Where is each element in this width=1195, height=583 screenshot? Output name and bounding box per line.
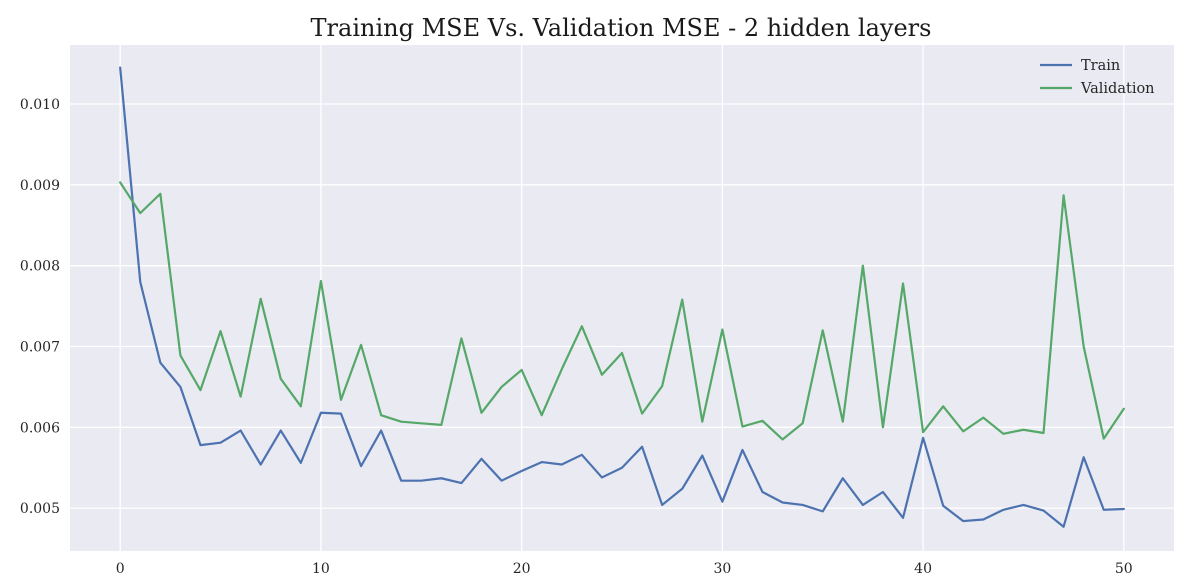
x-tick-label: 30 (713, 561, 731, 577)
x-tick-label: 0 (116, 561, 125, 577)
series-line-validation (119, 181, 1125, 441)
y-tick-label: 0.006 (20, 420, 60, 436)
y-tick-label: 0.005 (20, 501, 60, 517)
x-tick-label: 40 (914, 561, 932, 577)
legend-label-validation: Validation (1080, 81, 1155, 97)
x-tick-label: 20 (513, 561, 531, 577)
x-tick-label: 10 (312, 561, 330, 577)
y-tick-label: 0.009 (20, 178, 60, 194)
axis-ticks: 0 10 20 30 40 50 0.005 0.006 0.007 0.008 0.009 0.01… (20, 97, 1133, 577)
y-tick-label: 0.007 (20, 339, 60, 355)
chart-title: Training MSE Vs. Validation MSE - 2 hidd… (311, 14, 932, 42)
y-tick-label: 0.010 (20, 97, 60, 113)
legend-label-train: Train (1081, 58, 1120, 74)
plot-area (70, 45, 1174, 551)
grid (70, 45, 1174, 551)
legend: Train Validation (1040, 58, 1155, 97)
series-lines (119, 66, 1125, 528)
series-line-train (119, 66, 1125, 528)
y-tick-label: 0.008 (20, 259, 60, 275)
x-tick-label: 50 (1115, 561, 1133, 577)
